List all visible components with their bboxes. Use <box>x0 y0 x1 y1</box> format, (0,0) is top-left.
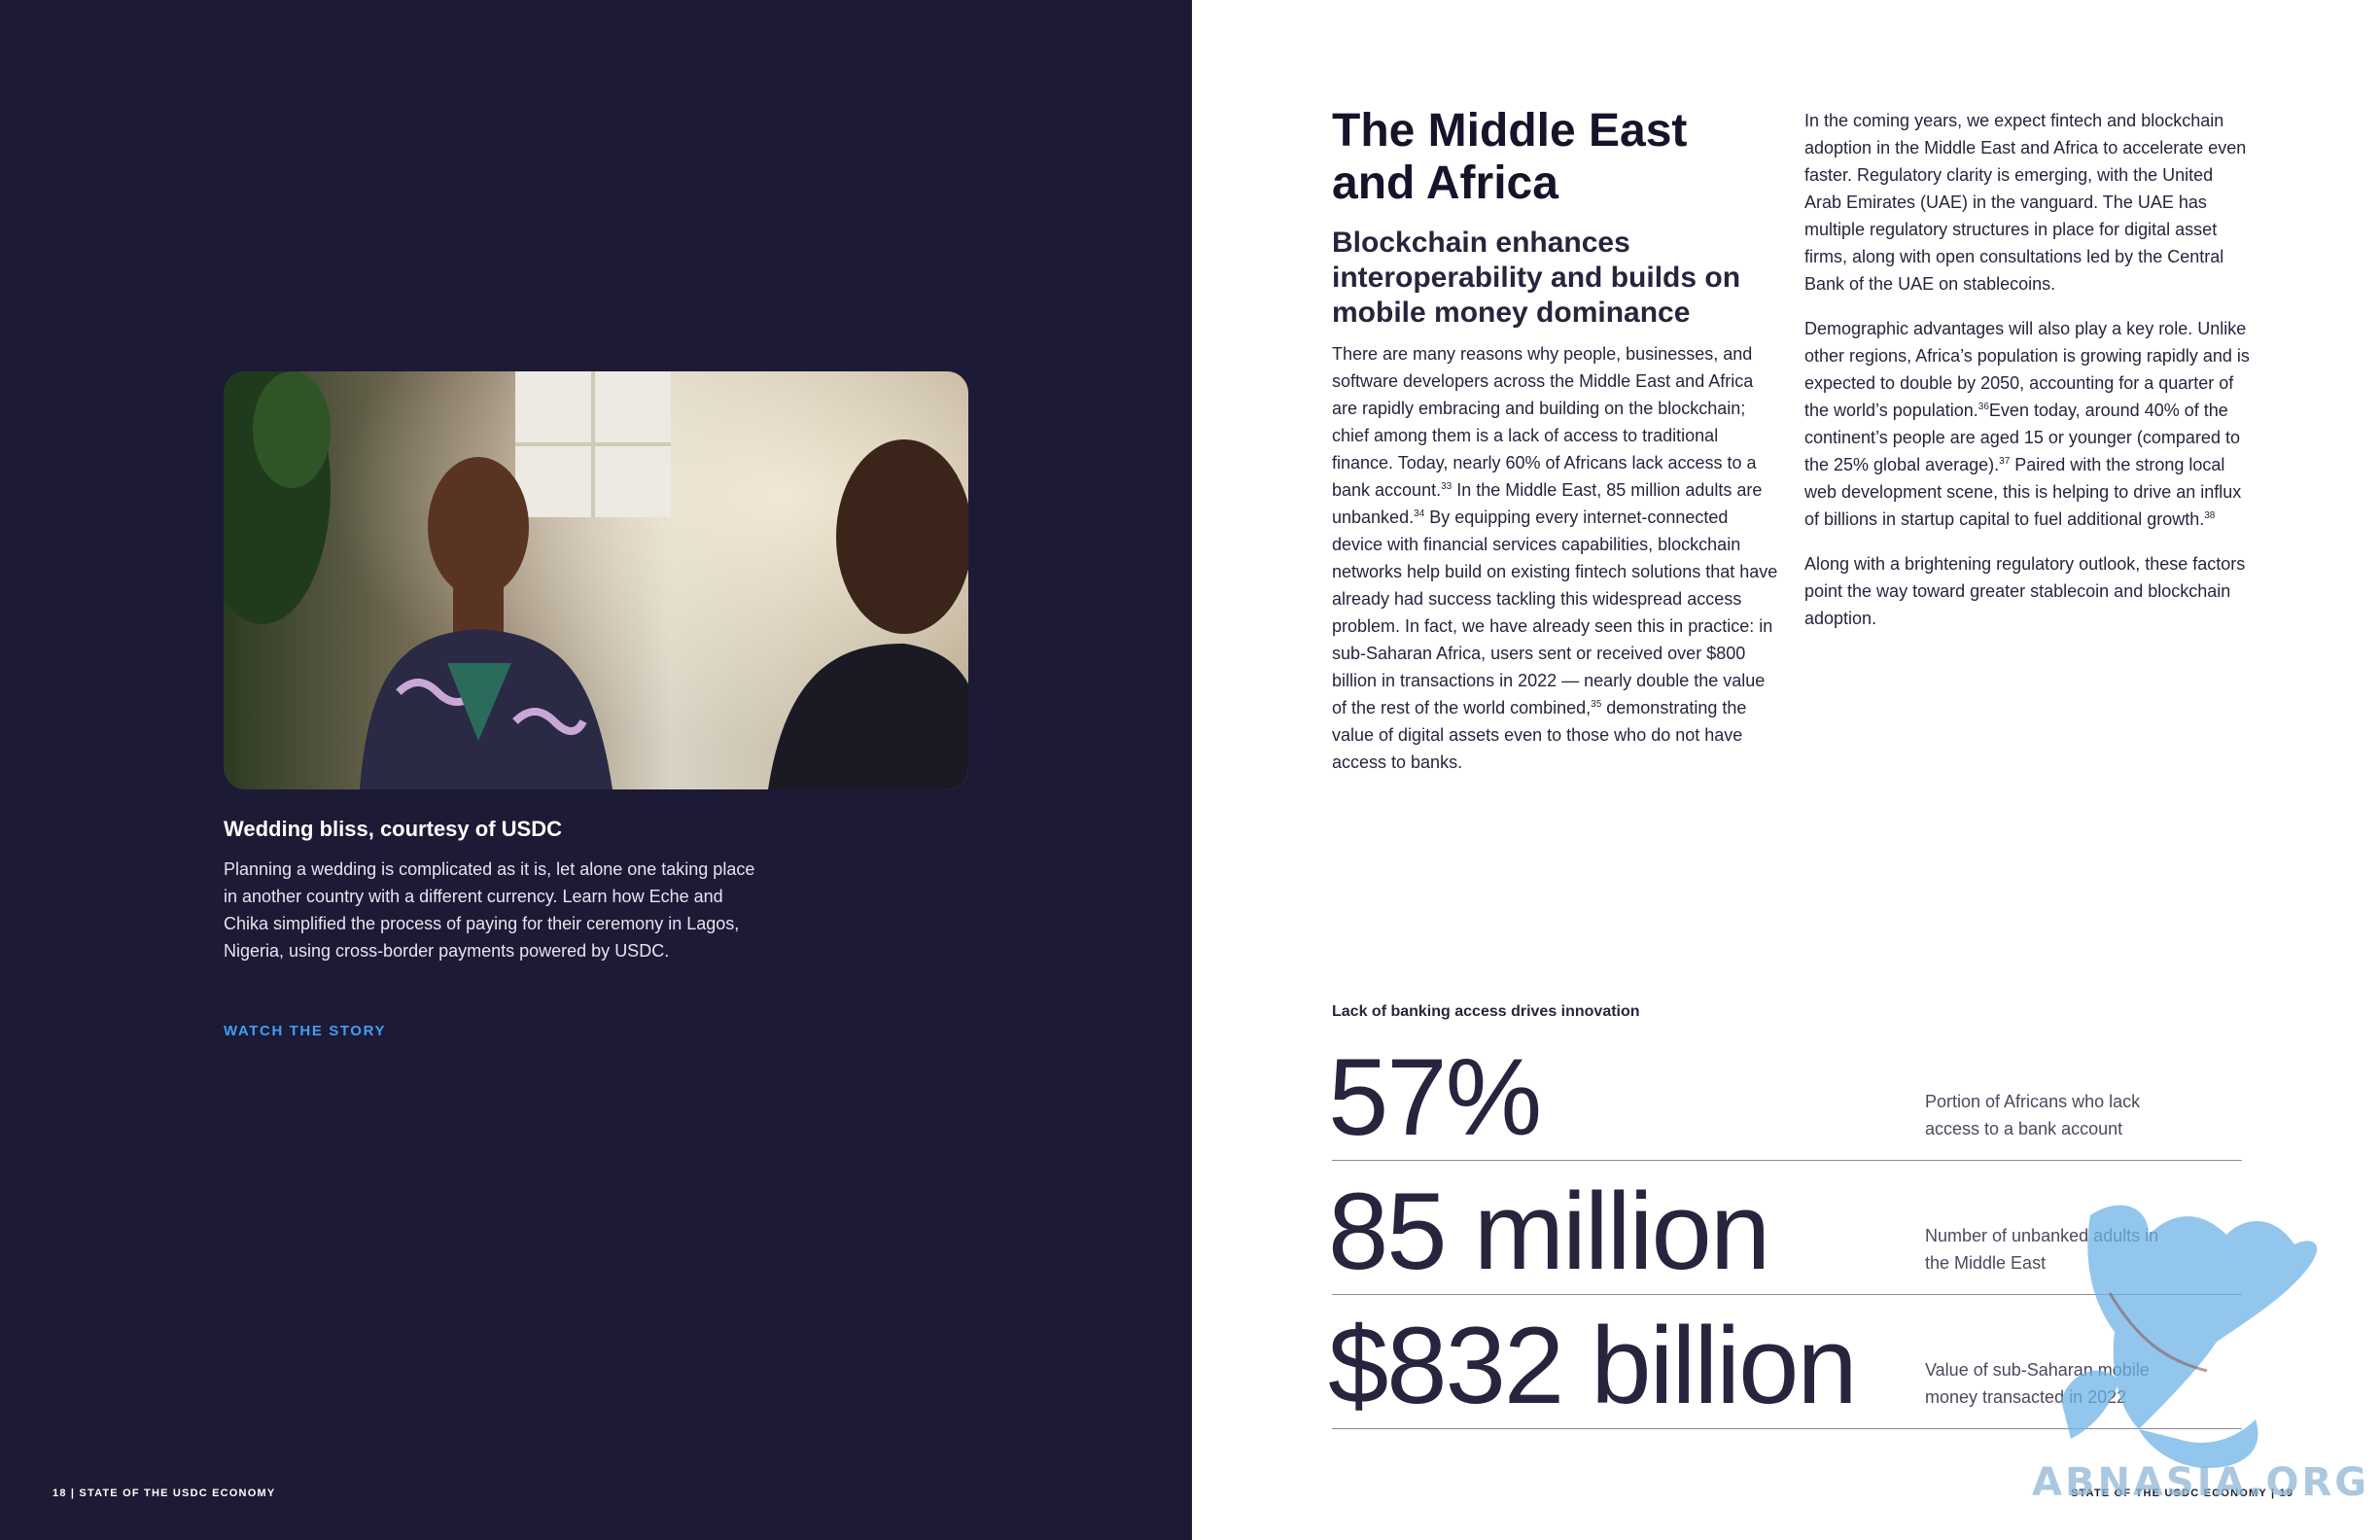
intro-paragraph: There are many reasons why people, busin… <box>1332 340 1779 776</box>
stats-title: Lack of banking access drives innovation <box>1332 1003 1640 1020</box>
footnote-33: 33 <box>1441 481 1452 492</box>
stat-label: Number of unbanked adults in the Middle … <box>1925 1226 2159 1273</box>
demographic-text-3: Paired with the strong local web develop… <box>1804 455 2242 529</box>
stat-label: Value of sub-Saharan mobile money transa… <box>1925 1360 2150 1407</box>
intro-text-3: By equipping every internet-connected de… <box>1332 508 1778 718</box>
footnote-35: 35 <box>1591 699 1602 710</box>
intro-text-1: There are many reasons why people, busin… <box>1332 344 1757 500</box>
stat-value: 85 million <box>1328 1171 1770 1292</box>
footer-left: 18 | STATE OF THE USDC ECONOMY <box>52 1488 276 1499</box>
demographic-text-1: Demographic advantages will also play a … <box>1804 319 2250 420</box>
page-title: The Middle East and Africa <box>1332 105 1688 209</box>
footnote-36: 36 <box>1978 402 1989 412</box>
stat-value: $832 billion <box>1328 1305 1858 1426</box>
intro-text-2: In the Middle East, 85 million adults ar… <box>1332 480 1763 527</box>
demographic-paragraph: Demographic advantages will also play a … <box>1804 315 2252 533</box>
footnote-37: 37 <box>1999 456 2011 467</box>
regulatory-paragraph: In the coming years, we expect fintech a… <box>1804 111 2247 294</box>
footer-right: STATE OF THE USDC ECONOMY | 19 <box>2071 1488 2294 1499</box>
watermark-text: ABNASIA.ORG <box>2032 1460 2370 1505</box>
footnote-38: 38 <box>2204 510 2216 521</box>
stat-value: 57% <box>1328 1036 1542 1158</box>
caption-body: Planning a wedding is complicated as it … <box>224 859 755 961</box>
stat-row: $832 billion Value of sub-Saharan mobile… <box>1328 1295 2242 1429</box>
page-subtitle: Blockchain enhances interoperability and… <box>1332 227 1741 329</box>
watch-story-link[interactable]: WATCH THE STORY <box>224 1023 387 1039</box>
outlook-paragraph: Along with a brightening regulatory outl… <box>1804 554 2246 628</box>
footnote-34: 34 <box>1414 508 1425 519</box>
stat-row: 85 million Number of unbanked adults in … <box>1328 1161 2242 1295</box>
caption-title: Wedding bliss, courtesy of USDC <box>224 817 562 841</box>
second-column: In the coming years, we expect fintech a… <box>1804 107 2252 649</box>
left-page: Wedding bliss, courtesy of USDC Planning… <box>0 0 1192 1540</box>
demographic-text-2: Even today, around 40% of the continent’… <box>1804 401 2240 474</box>
intro-text-4: demonstrating the value of digital asset… <box>1332 698 1747 772</box>
stat-label: Portion of Africans who lack access to a… <box>1925 1092 2141 1138</box>
stat-row: 57% Portion of Africans who lack access … <box>1328 1027 2242 1161</box>
right-page: The Middle East and Africa Blockchain en… <box>1192 0 2380 1540</box>
wedding-photo <box>224 371 968 789</box>
